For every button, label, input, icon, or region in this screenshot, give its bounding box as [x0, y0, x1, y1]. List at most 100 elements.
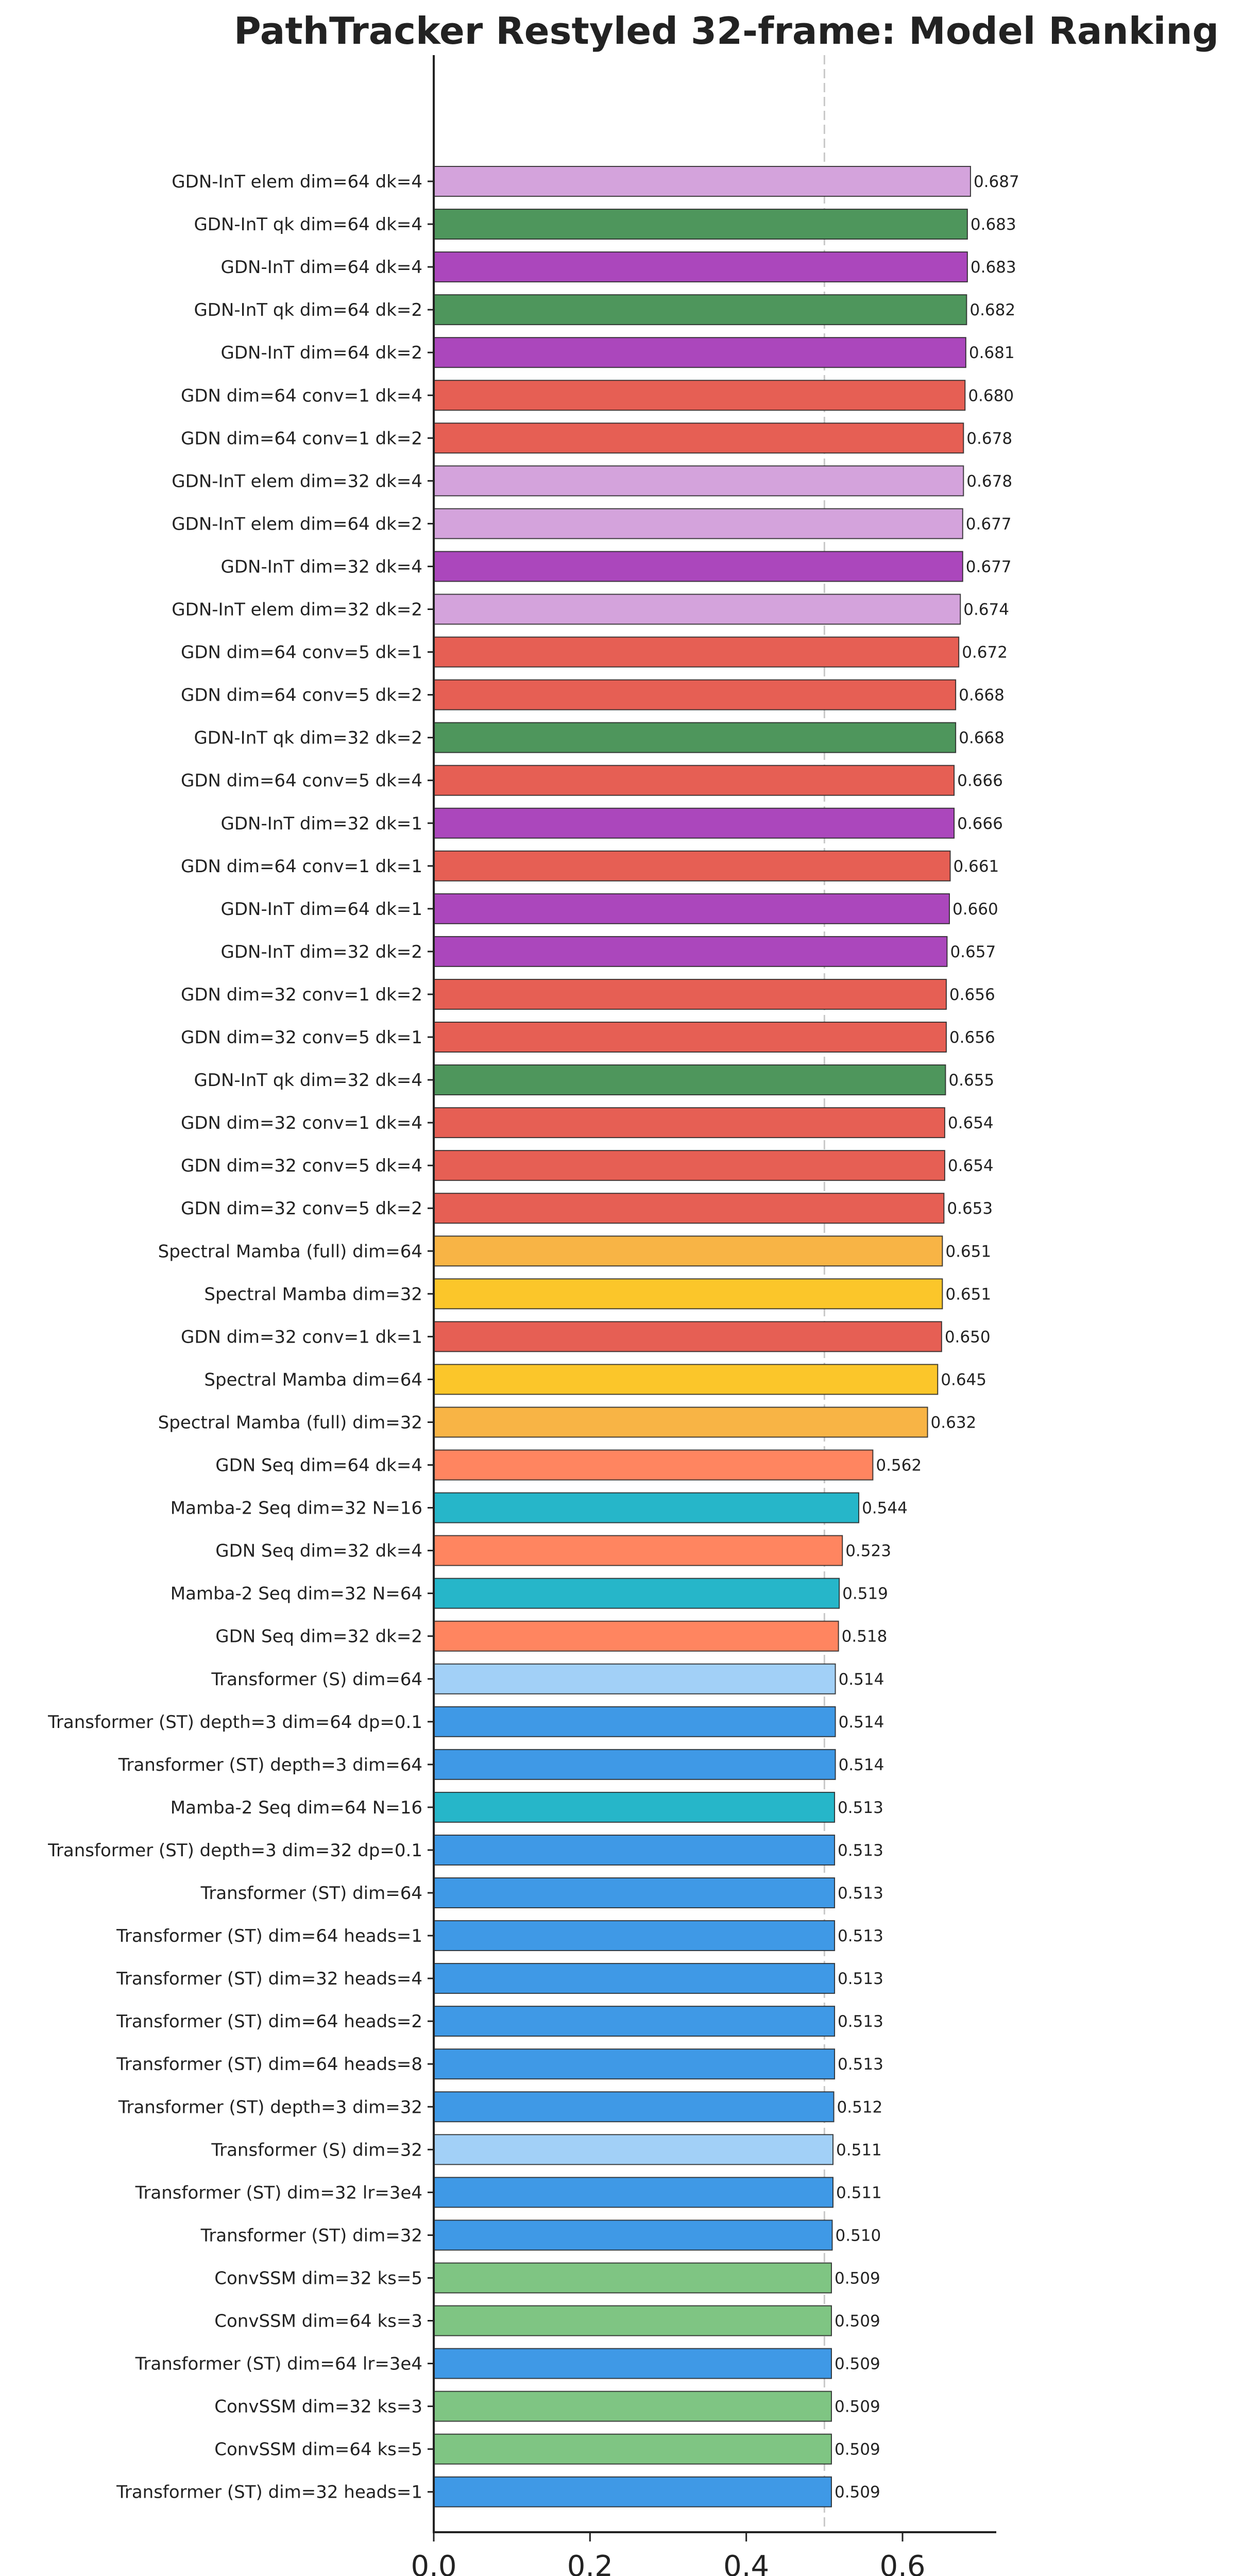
- y-tick-label: GDN-InT elem dim=64 dk=4: [172, 172, 422, 192]
- bar: [433, 2219, 833, 2251]
- value-label: 0.660: [952, 900, 998, 919]
- y-tick-label: GDN-InT elem dim=64 dk=2: [172, 514, 422, 534]
- bar: [433, 1364, 939, 1395]
- y-tick-label: Transformer (S) dim=32: [211, 2140, 422, 2160]
- y-tick-label: Transformer (ST) depth=3 dim=32: [118, 2097, 422, 2117]
- value-label: 0.562: [876, 1456, 922, 1475]
- y-tick-label: GDN-InT dim=64 dk=2: [221, 343, 422, 363]
- value-label: 0.651: [945, 1285, 991, 1303]
- bar: [433, 2177, 834, 2208]
- value-label: 0.668: [959, 729, 1005, 748]
- value-label: 0.509: [835, 2398, 880, 2416]
- value-label: 0.511: [836, 2183, 882, 2202]
- value-label: 0.653: [947, 1199, 993, 1218]
- bar: [433, 1278, 943, 1310]
- y-tick-label: Transformer (ST) dim=32: [200, 2225, 422, 2246]
- y-tick-label: Transformer (ST) depth=3 dim=64 dp=0.1: [47, 1712, 422, 1733]
- bar: [433, 1406, 928, 1438]
- value-label: 0.519: [842, 1585, 888, 1603]
- bar: [433, 166, 971, 197]
- bar: [433, 1963, 836, 1994]
- value-label: 0.682: [969, 301, 1015, 319]
- y-tick-label: Transformer (ST) dim=32 heads=1: [116, 2482, 422, 2503]
- bar: [433, 209, 968, 240]
- value-label: 0.514: [839, 1670, 884, 1689]
- bar: [433, 508, 963, 539]
- bar: [433, 2262, 832, 2294]
- bar: [433, 1706, 836, 1737]
- y-tick-label: GDN Seq dim=32 dk=4: [215, 1541, 422, 1562]
- y-tick-label: GDN-InT elem dim=32 dk=4: [172, 471, 422, 492]
- y-tick-label: ConvSSM dim=32 ks=5: [214, 2268, 422, 2289]
- bar: [433, 251, 968, 283]
- bar: [433, 2433, 832, 2465]
- bar: [433, 1620, 839, 1652]
- bar: [433, 936, 948, 967]
- value-label: 0.678: [966, 472, 1012, 490]
- bar: [433, 551, 963, 582]
- value-label: 0.513: [838, 1841, 883, 1860]
- y-tick-label: GDN dim=32 conv=1 dk=1: [181, 1327, 422, 1347]
- y-tick-label: Transformer (ST) depth=3 dim=64: [118, 1755, 422, 1775]
- bar: [433, 2134, 834, 2165]
- y-tick-label: Spectral Mamba dim=64: [204, 1369, 422, 1390]
- y-tick-label: Spectral Mamba (full) dim=64: [158, 1241, 422, 1262]
- value-label: 0.518: [842, 1628, 888, 1646]
- value-label: 0.661: [954, 857, 999, 876]
- y-tick-label: GDN dim=64 conv=1 dk=4: [181, 385, 422, 406]
- value-label: 0.513: [838, 2055, 883, 2074]
- value-label: 0.513: [838, 2012, 883, 2031]
- y-tick-label: GDN-InT dim=32 dk=1: [221, 814, 422, 834]
- x-tick-label: 0.0: [411, 2550, 456, 2576]
- bar: [433, 594, 961, 625]
- bar: [433, 1107, 945, 1139]
- value-label: 0.654: [948, 1157, 994, 1175]
- x-tick-label: 0.2: [567, 2550, 613, 2576]
- x-ticks: 0.0 0.2 0.4 0.6: [411, 2532, 926, 2576]
- y-tick-label: GDN-InT qk dim=64 dk=2: [194, 300, 422, 320]
- bar: [433, 422, 964, 454]
- value-label: 0.683: [971, 215, 1016, 234]
- value-label: 0.672: [962, 643, 1008, 662]
- bar: [433, 722, 957, 753]
- y-tick-label: Transformer (ST) dim=64 heads=2: [116, 2011, 422, 2032]
- bar: [433, 380, 966, 411]
- y-tick-label: Transformer (ST) dim=32 lr=3e4: [135, 2182, 422, 2203]
- bar: [433, 765, 955, 796]
- y-tick-label: Mamba-2 Seq dim=32 N=16: [171, 1498, 422, 1519]
- value-label: 0.632: [931, 1413, 977, 1432]
- value-label: 0.509: [835, 2483, 880, 2502]
- value-label: 0.513: [838, 1884, 883, 1903]
- y-tick-label: GDN dim=32 conv=1 dk=4: [181, 1113, 422, 1133]
- y-tick-label: GDN dim=32 conv=1 dk=2: [181, 985, 422, 1005]
- bar: [433, 1920, 836, 1952]
- value-labels: 0.687 0.683 0.683 0.682 0.681 0.680 0.678 0.678…: [835, 173, 1019, 2502]
- bar: [433, 679, 957, 710]
- bar: [433, 1235, 943, 1267]
- y-tick-label: GDN-InT dim=32 dk=2: [221, 942, 422, 962]
- y-tick-label: GDN-InT qk dim=32 dk=4: [194, 1070, 422, 1091]
- y-tick-label: GDN Seq dim=64 dk=4: [215, 1455, 422, 1476]
- y-tick-label: Transformer (ST) depth=3 dim=32 dp=0.1: [47, 1840, 422, 1861]
- bar: [433, 636, 960, 668]
- value-label: 0.674: [963, 601, 1009, 619]
- y-tick-label: Mamba-2 Seq dim=64 N=16: [171, 1798, 422, 1818]
- value-label: 0.509: [835, 2312, 880, 2331]
- value-label: 0.657: [950, 943, 996, 961]
- bar: [433, 1022, 947, 1053]
- value-label: 0.656: [949, 986, 995, 1004]
- y-tick-label: GDN dim=64 conv=1 dk=1: [181, 856, 422, 877]
- x-tick-label: 0.4: [723, 2550, 769, 2576]
- bar: [433, 2305, 832, 2336]
- value-label: 0.683: [971, 258, 1016, 277]
- y-tick-label: GDN-InT qk dim=32 dk=2: [194, 728, 422, 749]
- y-tick-label: Transformer (ST) dim=64: [200, 1883, 422, 1904]
- bar: [433, 1749, 836, 1780]
- bar: [433, 807, 955, 839]
- value-label: 0.544: [862, 1499, 908, 1518]
- value-label: 0.511: [836, 2141, 882, 2159]
- bar: [433, 1663, 836, 1694]
- y-tick-label: GDN-InT dim=64 dk=4: [221, 257, 422, 278]
- y-tick-label: GDN Seq dim=32 dk=2: [215, 1626, 422, 1647]
